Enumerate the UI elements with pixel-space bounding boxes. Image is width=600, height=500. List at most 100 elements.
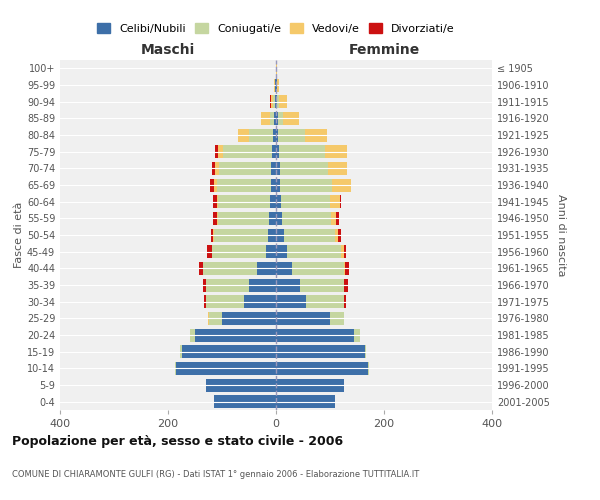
Bar — [274, 128, 276, 141]
Bar — [331, 212, 337, 225]
Bar — [190, 328, 195, 342]
Bar — [276, 128, 278, 141]
Bar — [271, 95, 274, 108]
Bar — [269, 112, 274, 125]
Bar — [213, 195, 217, 208]
Bar — [266, 245, 276, 258]
Y-axis label: Anni di nascita: Anni di nascita — [556, 194, 566, 276]
Bar — [278, 95, 287, 108]
Bar — [181, 345, 182, 358]
Bar — [206, 278, 249, 291]
Text: Popolazione per età, sesso e stato civile - 2006: Popolazione per età, sesso e stato civil… — [12, 435, 343, 448]
Text: Femmine: Femmine — [349, 42, 419, 56]
Bar — [271, 178, 276, 192]
Bar — [206, 295, 244, 308]
Bar — [269, 195, 276, 208]
Bar — [281, 195, 330, 208]
Bar — [276, 395, 335, 408]
Bar — [277, 78, 278, 92]
Bar — [337, 212, 339, 225]
Bar — [284, 228, 335, 241]
Bar — [280, 178, 332, 192]
Bar — [175, 362, 176, 375]
Bar — [218, 145, 223, 158]
Bar — [276, 262, 292, 275]
Bar — [344, 262, 349, 275]
Bar — [217, 212, 218, 225]
Bar — [343, 295, 346, 308]
Bar — [214, 212, 217, 225]
Bar — [217, 195, 218, 208]
Bar — [249, 128, 274, 141]
Bar — [272, 145, 276, 158]
Bar — [274, 95, 275, 108]
Bar — [212, 162, 215, 175]
Bar — [343, 262, 344, 275]
Bar — [330, 195, 340, 208]
Bar — [214, 228, 268, 241]
Bar — [368, 362, 369, 375]
Bar — [214, 395, 276, 408]
Bar — [195, 328, 276, 342]
Bar — [325, 145, 347, 158]
Bar — [276, 278, 301, 291]
Bar — [217, 178, 271, 192]
Bar — [204, 295, 206, 308]
Bar — [199, 262, 203, 275]
Bar — [305, 128, 327, 141]
Bar — [218, 212, 269, 225]
Bar — [338, 228, 341, 241]
Bar — [276, 162, 280, 175]
Bar — [276, 362, 368, 375]
Bar — [365, 345, 366, 358]
Bar — [278, 128, 305, 141]
Bar — [306, 295, 343, 308]
Bar — [280, 162, 328, 175]
Bar — [209, 178, 214, 192]
Bar — [276, 112, 278, 125]
Bar — [203, 262, 257, 275]
Bar — [220, 162, 271, 175]
Bar — [279, 145, 325, 158]
Bar — [283, 112, 299, 125]
Bar — [276, 245, 287, 258]
Bar — [215, 162, 220, 175]
Bar — [276, 178, 280, 192]
Bar — [354, 328, 359, 342]
Bar — [206, 378, 276, 392]
Bar — [215, 145, 218, 158]
Text: Maschi: Maschi — [141, 42, 195, 56]
Bar — [214, 178, 217, 192]
Text: COMUNE DI CHIARAMONTE GULFI (RG) - Dati ISTAT 1° gennaio 2006 - Elaborazione TUT: COMUNE DI CHIARAMONTE GULFI (RG) - Dati … — [12, 470, 419, 479]
Bar — [283, 212, 331, 225]
Bar — [268, 228, 276, 241]
Bar — [276, 228, 284, 241]
Bar — [176, 362, 276, 375]
Bar — [335, 228, 338, 241]
Bar — [276, 212, 283, 225]
Bar — [343, 278, 348, 291]
Bar — [276, 378, 343, 392]
Bar — [182, 345, 276, 358]
Bar — [238, 128, 249, 141]
Bar — [262, 112, 269, 125]
Bar — [209, 312, 222, 325]
Bar — [244, 295, 276, 308]
Bar — [332, 178, 350, 192]
Bar — [341, 245, 343, 258]
Bar — [212, 245, 266, 258]
Bar — [275, 95, 276, 108]
Bar — [276, 295, 306, 308]
Bar — [278, 112, 283, 125]
Y-axis label: Fasce di età: Fasce di età — [14, 202, 24, 268]
Bar — [287, 245, 341, 258]
Bar — [203, 278, 206, 291]
Bar — [274, 112, 276, 125]
Bar — [277, 95, 279, 108]
Bar — [276, 195, 281, 208]
Bar — [276, 345, 365, 358]
Bar — [292, 262, 343, 275]
Bar — [257, 262, 276, 275]
Bar — [269, 212, 276, 225]
Bar — [223, 145, 272, 158]
